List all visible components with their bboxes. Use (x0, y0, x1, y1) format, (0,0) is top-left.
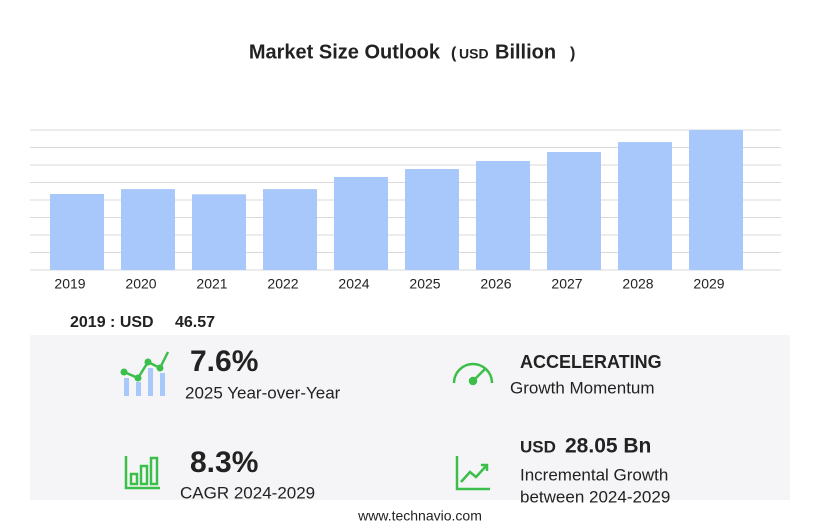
base-year: 2019 : USD (70, 314, 154, 331)
paren: ) (570, 45, 575, 62)
bar (405, 168, 459, 270)
bar (547, 152, 601, 270)
x-tick-label: 2020 (125, 276, 156, 292)
bar (334, 176, 388, 270)
footer: www.technavio.com (357, 508, 482, 524)
x-tick-label: 2029 (693, 276, 724, 292)
bar (192, 194, 246, 270)
yoy-label: 2025 Year-over-Year (185, 383, 341, 402)
unit: Billion (495, 41, 556, 63)
x-tick-label: 2024 (338, 276, 369, 292)
paren: ( (451, 45, 457, 62)
base-value: 46.57 (175, 314, 215, 331)
x-tick-label: 2028 (622, 276, 653, 292)
incremental-value: 28.05 Bn (565, 435, 651, 458)
bars: 2019 2020 2021 2022 2024 2025 2026 2027 2028 2029 (50, 130, 743, 292)
yoy-value: 7.6% (190, 345, 258, 378)
incremental-label: Incremental Growth (520, 465, 668, 484)
cagr-icon (124, 456, 160, 490)
unit-prefix: USD (459, 46, 489, 62)
bar (476, 161, 530, 270)
yoy-icon (120, 351, 170, 396)
bar (689, 130, 743, 270)
x-tick-label: 2026 (480, 276, 511, 292)
x-tick-label: 2025 (409, 276, 440, 292)
cagr-label: CAGR 2024-2029 (180, 483, 315, 502)
x-tick-label: 2027 (551, 276, 582, 292)
incremental-label: between 2024-2029 (520, 487, 670, 506)
chart-title: Market Size Outlook ( USD Billion ) (249, 41, 575, 63)
momentum-value: ACCELERATING (520, 352, 662, 372)
bar (121, 189, 175, 270)
bar (263, 189, 317, 270)
stats-panel (30, 335, 790, 500)
title: Market Size Outlook (249, 41, 441, 63)
x-tick-label: 2022 (267, 276, 298, 292)
x-tick-label: 2021 (196, 276, 227, 292)
incremental-currency: USD (520, 437, 556, 456)
cagr-value: 8.3% (190, 446, 258, 479)
bar (618, 142, 672, 270)
bar (50, 194, 104, 270)
momentum-icon (452, 362, 494, 386)
incremental-icon (455, 456, 490, 491)
x-tick-label: 2019 (54, 276, 85, 292)
momentum-label: Growth Momentum (510, 378, 655, 397)
